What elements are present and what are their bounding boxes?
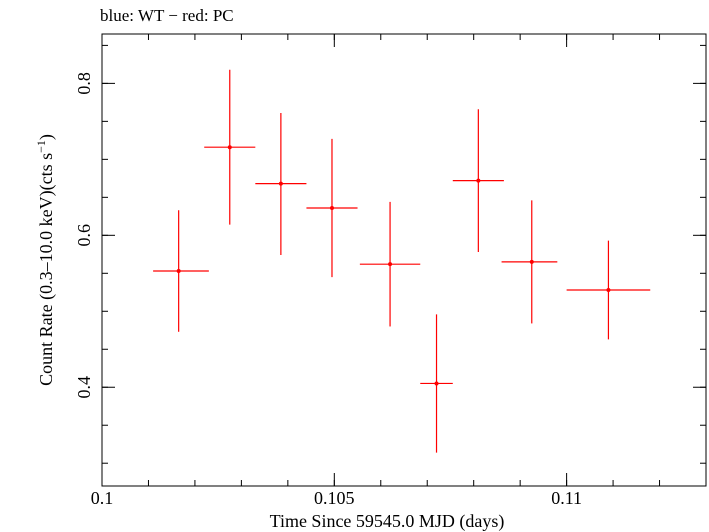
axis-ticks: [101, 34, 707, 486]
data-marker: [329, 205, 334, 210]
x-axis-label: Time Since 59545.0 MJD (days): [270, 511, 505, 532]
y-tick-label: 0.4: [74, 376, 94, 399]
tick-labels: 0.1 0.105 0.11 0.4 0.6 0.8: [74, 72, 582, 508]
y-axis-label-sup: −1: [34, 140, 48, 153]
data-marker: [434, 381, 439, 386]
data-point: [501, 200, 558, 324]
data-marker: [476, 178, 481, 183]
x-tick-label: 0.105: [314, 488, 355, 508]
data-marker: [388, 262, 393, 267]
x-tick-label: 0.11: [551, 488, 582, 508]
data-marker: [227, 145, 232, 150]
chart-title: blue: WT − red: PC: [100, 6, 234, 25]
data-point: [153, 210, 209, 332]
plot-frame: [101, 33, 707, 487]
data-point: [452, 109, 504, 253]
data-point: [359, 201, 421, 327]
y-tick-label: 0.6: [74, 224, 94, 247]
data-marker: [278, 181, 283, 186]
y-tick-label: 0.8: [74, 72, 94, 95]
data-marker: [606, 288, 611, 293]
data-point: [204, 69, 256, 225]
data-point: [420, 314, 453, 453]
data-point: [306, 138, 358, 278]
data-point: [255, 113, 307, 256]
y-axis-label-main: Count Rate (0.3–10.0 keV)(cts s: [36, 153, 57, 386]
data-points: [153, 69, 651, 453]
y-axis-label: Count Rate (0.3–10.0 keV)(cts s−1): [34, 134, 57, 386]
data-marker: [176, 269, 181, 274]
data-point: [566, 240, 651, 340]
y-axis-label-end: ): [36, 134, 57, 140]
x-tick-label: 0.1: [91, 488, 114, 508]
data-marker: [529, 259, 534, 264]
